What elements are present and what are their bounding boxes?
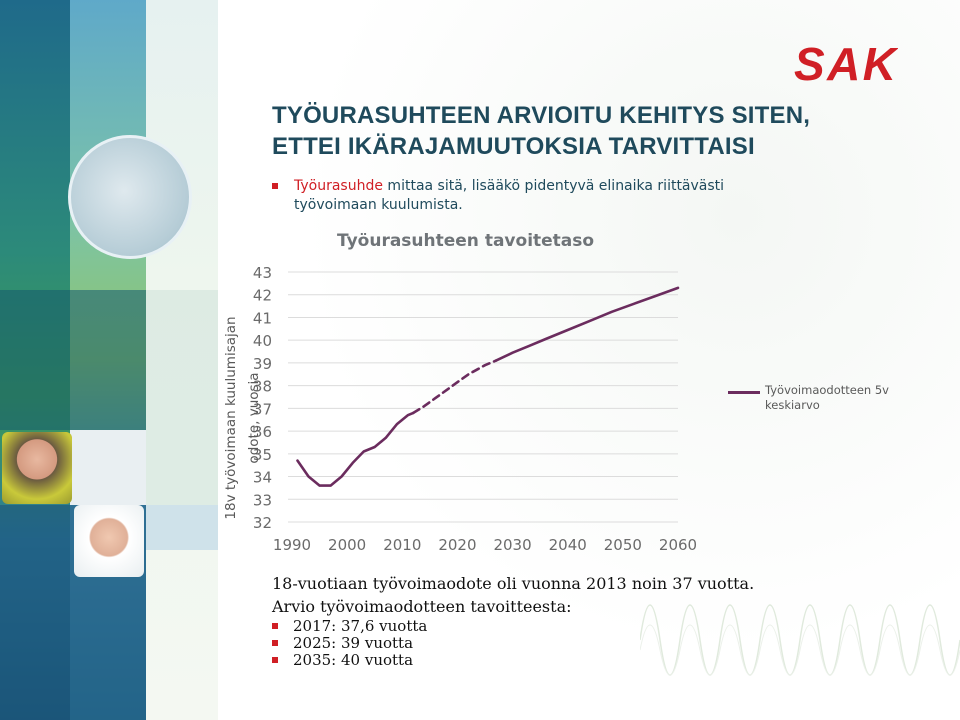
y-tick-label: 43 (253, 264, 272, 282)
red-bullet-marker (272, 183, 278, 189)
intro-line-1-rest: mittaa sitä, lisääkö pidentyvä elinaika … (382, 178, 725, 194)
worker-photo (2, 432, 72, 504)
red-bullet-marker (272, 623, 278, 629)
target-bullet: 2025: 39 vuotta (272, 635, 892, 652)
intro-line-2: työvoimaan kuulumista. (294, 197, 463, 213)
x-tick-label: 2020 (438, 536, 476, 554)
x-tick-label: 2000 (328, 536, 366, 554)
x-tick-label: 2030 (493, 536, 531, 554)
svg-text:SAK: SAK (794, 40, 898, 84)
intro-highlight: Työurasuhde (294, 178, 383, 194)
y-tick-label: 32 (253, 514, 272, 532)
note-line-1: 18-vuotiaan työvoimaodote oli vuonna 201… (272, 574, 755, 593)
line-chart: 32 33 34 35 36 37 38 39 40 41 42 43 1990 2000 2010 2020… (223, 264, 697, 554)
y-tick-label: 37 (253, 400, 272, 418)
y-tick-label: 34 (253, 469, 272, 487)
red-bullet-marker (272, 640, 278, 646)
legend-swatch (728, 391, 760, 394)
handshake-photo (68, 135, 192, 259)
worker-with-earmuffs-photo (74, 505, 144, 577)
x-tick-label: 2010 (383, 536, 421, 554)
y-tick-label: 33 (253, 491, 272, 509)
chart-title: Työurasuhteen tavoitetaso (337, 231, 595, 251)
y-tick-label: 36 (253, 423, 272, 441)
x-tick-label: 2060 (659, 536, 697, 554)
target-bullet: 2017: 37,6 vuotta (272, 618, 892, 635)
legend-label: Työvoimaodotteen 5v keskiarvo (765, 383, 889, 412)
y-tick-label: 38 (253, 378, 272, 396)
y-tick-label: 39 (253, 355, 272, 373)
y-axis-label-line-2: odote, vuosia (246, 372, 262, 463)
target-bullet-text: 2025: 39 vuotta (293, 634, 414, 652)
x-tick-label: 2040 (549, 536, 587, 554)
y-tick-label: 40 (253, 332, 272, 350)
target-bullet-text: 2035: 40 vuotta (293, 651, 414, 669)
target-bullet-text: 2017: 37,6 vuotta (293, 617, 428, 635)
y-tick-label: 35 (253, 446, 272, 464)
notes-block: 18-vuotiaan työvoimaodote oli vuonna 201… (272, 572, 892, 669)
series-line (494, 286, 680, 362)
slide-title-line-2: ETTEI IKÄRAJAMUUTOKSIA TARVITTAISI (272, 133, 755, 160)
series-line (296, 411, 415, 487)
red-bullet-marker (272, 657, 278, 663)
sak-logo: SAK (794, 40, 898, 84)
x-tick-label: 1990 (273, 536, 311, 554)
decorative-wave (640, 604, 960, 676)
decorative-image-strip (0, 0, 218, 720)
y-tick-label: 42 (253, 287, 272, 305)
x-tick-label: 2050 (604, 536, 642, 554)
y-tick-label: 41 (253, 309, 272, 327)
target-bullet: 2035: 40 vuotta (272, 652, 892, 669)
y-axis-label-line-1: 18v työvoimaan kuulumisajan (223, 316, 239, 519)
series-line-dashed (412, 359, 498, 415)
intro-bullet: Työurasuhde mittaa sitä, lisääkö pidenty… (272, 177, 872, 215)
slide-title: TYÖURASUHTEEN ARVIOITU KEHITYS SITEN, ET… (272, 100, 932, 162)
note-line-2: Arvio työvoimaodotteen tavoitteesta: (272, 597, 572, 616)
slide-title-line-1: TYÖURASUHTEEN ARVIOITU KEHITYS SITEN, (272, 102, 811, 129)
background-ghost-texture (218, 0, 960, 720)
